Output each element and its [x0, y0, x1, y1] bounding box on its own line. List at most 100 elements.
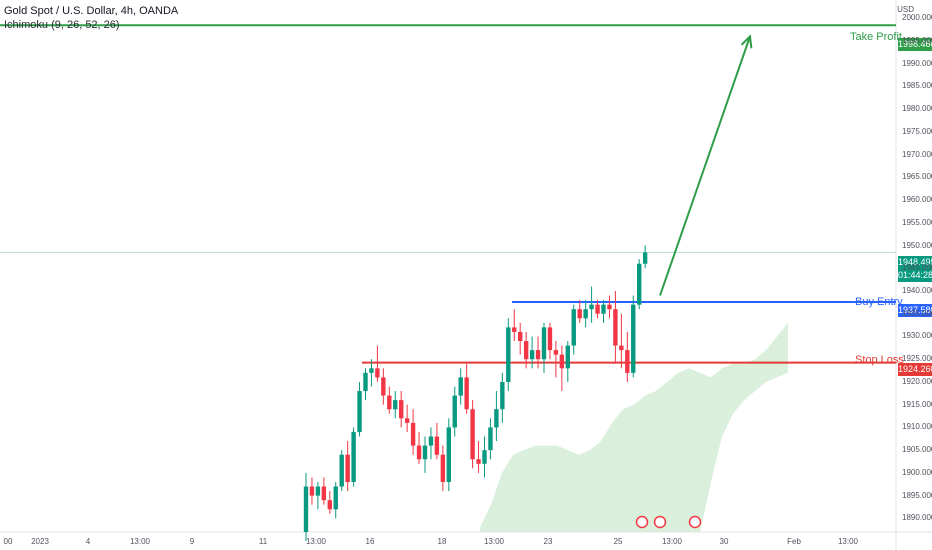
- bar-countdown: 01:44:28: [898, 270, 932, 280]
- candle-body: [339, 454, 344, 487]
- time-tick-label: Feb: [787, 537, 801, 546]
- price-tick-label: 1900.000: [902, 467, 932, 477]
- candle-body: [625, 350, 630, 373]
- candle-body: [571, 309, 576, 346]
- candle-body: [529, 350, 535, 360]
- candle-body: [363, 372, 368, 392]
- buy-entry-price-tag: 1937.580: [898, 304, 932, 317]
- candle-body: [613, 309, 618, 346]
- candle-body: [523, 341, 529, 360]
- price-tick-label: 1895.000: [902, 490, 932, 500]
- time-tick-label: 13:00: [837, 537, 859, 546]
- time-tick-label: 9: [189, 537, 195, 546]
- candle-body: [393, 400, 398, 410]
- price-tick-label: 1920.000: [902, 376, 932, 386]
- price-tick-label: 1925.000: [902, 354, 932, 364]
- candle-body: [565, 345, 570, 369]
- time-tick-label: 13:00: [129, 537, 151, 546]
- candle-body: [357, 391, 362, 432]
- candle-body: [375, 368, 380, 378]
- flash-event-icon[interactable]: [635, 515, 649, 529]
- candle-body: [422, 445, 428, 460]
- candle-body: [500, 381, 505, 410]
- candle-body: [315, 486, 321, 496]
- candle-body: [428, 436, 434, 446]
- take-profit-price-tag: 1998.460: [898, 38, 932, 51]
- candle-body: [577, 309, 582, 319]
- price-tick-label: 1975.000: [902, 126, 932, 136]
- current-price-tag: 1948.495 01:44:28: [898, 256, 932, 282]
- price-tick-label: 1985.000: [902, 81, 932, 91]
- candle-body: [607, 304, 612, 310]
- candle-body: [381, 377, 386, 396]
- candle-body: [351, 431, 356, 482]
- candle-body: [309, 486, 315, 496]
- price-tick-label: 1990.000: [902, 58, 932, 68]
- time-tick-label: 18: [437, 537, 447, 546]
- candle-body: [446, 427, 451, 482]
- candle-body: [637, 263, 642, 305]
- candle-body: [642, 252, 648, 264]
- candle-body: [410, 422, 416, 446]
- candle-body: [345, 454, 350, 482]
- candle-body: [482, 450, 487, 464]
- candle-body: [369, 368, 374, 373]
- price-tick-label: 1960.000: [902, 195, 932, 205]
- price-tick-label: 1910.000: [902, 422, 932, 432]
- candle-body: [559, 354, 565, 369]
- stop-loss-label: Stop Loss: [855, 354, 904, 366]
- candle-body: [476, 459, 481, 464]
- time-tick-label: 00: [3, 537, 13, 546]
- candle-body: [601, 304, 606, 314]
- time-tick-label: 4: [85, 537, 91, 546]
- candle-body: [387, 395, 392, 410]
- candle-body: [416, 445, 422, 460]
- candle-body: [470, 409, 475, 460]
- price-tick-label: 1970.000: [902, 149, 932, 159]
- price-tick-label: 2000.000: [902, 13, 932, 23]
- candle-body: [619, 345, 624, 351]
- candle-body: [452, 395, 457, 428]
- time-tick-label: 13:00: [661, 537, 683, 546]
- currency-label: USD: [897, 5, 914, 14]
- time-tick-label: 16: [365, 537, 375, 546]
- us-flag-event-icon[interactable]: [653, 515, 667, 529]
- candle-body: [303, 486, 309, 532]
- price-tick-label: 1950.000: [902, 240, 932, 250]
- stop-loss-price-tag: 1924.260: [898, 363, 932, 376]
- projection-arrow: [659, 36, 751, 296]
- indicator-legend[interactable]: Ichimoku (9, 26, 52, 26): [4, 19, 120, 31]
- time-tick-label: 2023: [31, 537, 49, 546]
- candle-body: [595, 304, 600, 314]
- candle-body: [547, 327, 553, 351]
- price-tick-label: 1965.000: [902, 172, 932, 182]
- candle-body: [458, 377, 463, 396]
- candle-body: [631, 304, 636, 373]
- candle-body: [404, 418, 410, 423]
- time-tick-label: 11: [258, 537, 268, 546]
- candle-body: [535, 350, 541, 360]
- symbol-title: Gold Spot / U.S. Dollar, 4h, OANDA: [4, 5, 179, 17]
- price-tick-label: 1915.000: [902, 399, 932, 409]
- candle-body: [518, 331, 523, 342]
- candle-body: [512, 327, 517, 332]
- price-tick-label: 1935.000: [902, 308, 932, 318]
- price-tick-label: 1945.000: [902, 263, 932, 273]
- us-flag-event-icon[interactable]: [688, 515, 702, 529]
- ichimoku-cloud: [480, 322, 788, 532]
- price-tick-label: 1905.000: [902, 445, 932, 455]
- time-tick-label: 30: [719, 537, 729, 546]
- time-tick-label: 13:00: [305, 537, 327, 546]
- candle-body: [321, 486, 327, 501]
- arrow-head-icon: [740, 34, 753, 49]
- price-tick-label: 1980.000: [902, 104, 932, 114]
- candle-body: [583, 309, 588, 319]
- candle-body: [494, 409, 499, 428]
- candle-body: [464, 377, 469, 410]
- price-tick-label: 1930.000: [902, 331, 932, 341]
- price-tick-label: 1955.000: [902, 217, 932, 227]
- candle-body: [440, 454, 446, 482]
- time-tick-label: 25: [613, 537, 623, 546]
